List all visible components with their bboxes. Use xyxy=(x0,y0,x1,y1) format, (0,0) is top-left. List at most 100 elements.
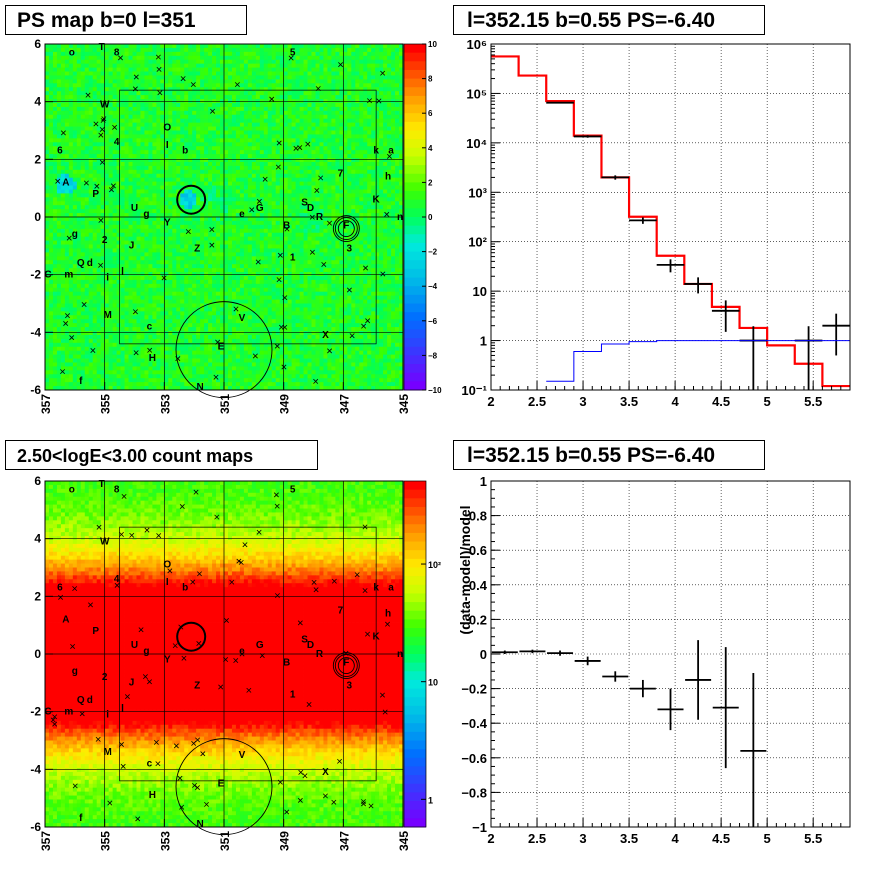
ps-map-cell xyxy=(224,44,229,49)
ps-map-cell xyxy=(144,177,149,183)
ps-map-cell xyxy=(387,47,392,53)
ps-map-cell xyxy=(88,154,94,159)
ps-map-cell xyxy=(116,177,121,183)
ps-map-cell xyxy=(144,95,149,100)
ps-map-cell xyxy=(100,193,106,198)
ps-map-cell xyxy=(192,228,197,234)
ps-map-cell xyxy=(164,224,169,230)
ps-map-cell xyxy=(251,134,257,139)
ps-map-cell xyxy=(124,201,129,206)
ps-map-cell xyxy=(96,47,102,53)
ps-map-cell xyxy=(84,177,90,183)
ps-map-cell xyxy=(379,217,384,222)
ps-map-cell xyxy=(160,165,165,171)
ps-map-cell xyxy=(168,102,173,108)
ps-map-cell xyxy=(164,201,169,206)
ps-map-cell xyxy=(335,189,340,194)
ps-map-cell xyxy=(291,165,296,171)
ps-map-cell xyxy=(136,95,141,100)
ps-map-cell xyxy=(64,75,70,80)
ps-map-cell xyxy=(76,44,82,49)
ps-map-cell xyxy=(156,79,161,84)
ps-map-cell xyxy=(84,146,90,151)
ps-map-cell xyxy=(295,213,300,218)
ps-map-cell xyxy=(176,114,181,120)
ps-map-cell xyxy=(351,177,356,183)
ps-map-cell xyxy=(188,146,193,151)
ps-map-cell xyxy=(263,106,269,112)
ps-map-cell xyxy=(235,177,241,183)
ps-map-cell xyxy=(391,67,396,72)
ps-map-cell xyxy=(303,252,308,257)
ps-map-cell xyxy=(295,232,300,238)
ps-map-cell xyxy=(64,197,70,202)
ps-map-cell xyxy=(243,79,249,84)
ps-map-cell xyxy=(140,181,145,186)
ps-map-cell xyxy=(255,205,261,210)
ps-map-cell xyxy=(136,91,141,96)
ps-map-cell xyxy=(196,142,201,147)
ps-map-cell xyxy=(188,209,193,214)
ps-map-cell xyxy=(343,95,348,100)
ps-map-cell xyxy=(45,118,50,124)
ps-map-cell xyxy=(196,79,201,84)
ps-map-cell xyxy=(60,189,66,194)
ps-map-cell xyxy=(231,154,237,159)
ps-map-cell xyxy=(68,63,74,68)
ps-map-cell xyxy=(251,201,257,206)
ps-map-cell xyxy=(399,224,404,230)
ps-map-cell xyxy=(307,213,312,218)
ps-map-cell xyxy=(371,79,376,84)
ps-map-cell xyxy=(247,102,253,108)
ps-map-cell xyxy=(88,44,94,49)
ps-map-cell xyxy=(216,106,221,112)
ps-map-cell xyxy=(68,197,74,202)
ps-map-cell xyxy=(323,63,328,68)
ps-map-cell xyxy=(64,102,70,108)
ps-map-cell xyxy=(331,51,336,57)
ps-map-cell xyxy=(68,181,74,186)
ps-map-cell xyxy=(48,138,54,143)
ps-map-cell xyxy=(367,118,372,124)
ps-map-cell xyxy=(303,209,308,214)
ps-map-cell xyxy=(112,126,117,131)
ps-map-cell xyxy=(259,197,265,202)
ps-map-cell xyxy=(132,51,137,57)
ps-map-cell xyxy=(359,99,364,104)
ps-map-cell xyxy=(327,173,332,179)
ps-map-cell xyxy=(383,130,388,135)
ps-map-cell xyxy=(224,252,229,257)
ps-map-cell xyxy=(96,95,102,100)
ps-map-cell xyxy=(76,71,82,76)
ps-map-cell xyxy=(136,87,141,92)
ps-map-cell xyxy=(88,118,94,124)
ps-map-cell xyxy=(120,248,125,253)
ps-map-cell xyxy=(247,59,253,65)
ps-map-cell xyxy=(188,154,193,159)
ps-map-cell xyxy=(180,220,185,226)
ps-map-cell xyxy=(347,189,352,194)
ps-map-cell xyxy=(188,197,193,202)
ps-map-cell xyxy=(391,51,396,57)
ps-map-cell xyxy=(231,169,237,175)
ps-map-cell xyxy=(208,205,213,210)
ps-map-cell xyxy=(371,154,376,159)
ps-map-cell xyxy=(231,181,237,186)
ps-map-cell xyxy=(112,256,117,261)
ps-map-cell xyxy=(359,240,364,245)
ps-map-cell xyxy=(180,63,185,68)
ps-map-cell xyxy=(255,55,261,61)
ps-map-cell xyxy=(100,161,106,167)
ps-map-cell xyxy=(379,252,384,257)
ps-map-cell xyxy=(371,181,376,186)
ps-map-cell xyxy=(367,213,372,218)
ps-map-cell xyxy=(196,102,201,108)
ps-map-cell xyxy=(45,47,50,53)
ps-map-cell xyxy=(148,244,153,249)
ps-map-cell xyxy=(363,59,368,65)
ps-map-cell xyxy=(231,87,237,92)
ps-map-cell xyxy=(132,158,137,163)
ps-map-cell xyxy=(343,110,348,116)
ps-map-cell xyxy=(303,79,308,84)
ps-map-cell xyxy=(116,75,121,80)
